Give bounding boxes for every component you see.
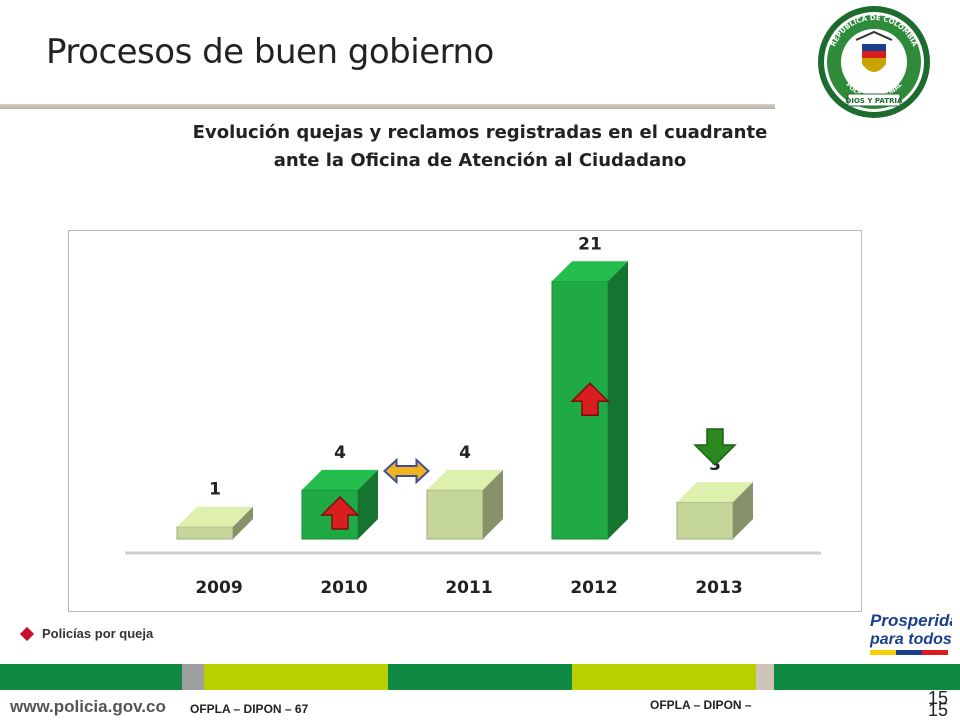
page-number-echo: 15 (928, 700, 949, 720)
chart-heading-line1: Evolución quejas y reclamos registradas … (192, 122, 768, 143)
footer-left-text: OFPLA – DIPON – 67 (190, 702, 309, 716)
bar-top-2009 (177, 506, 253, 527)
bar-top-2013 (677, 482, 753, 503)
bar-side-2013 (733, 482, 753, 539)
data-label-2012: 21 (578, 234, 602, 254)
footer-url[interactable]: www.policia.gov.co (10, 697, 166, 716)
page-number: 15 (928, 688, 949, 708)
brand-line2: para todos (869, 631, 952, 648)
tick-label-2012: 2012 (570, 578, 617, 598)
trend-equal-icon-2011 (383, 457, 430, 485)
trend-down-icon-2013 (693, 428, 737, 467)
data-label-2009: 1 (209, 480, 221, 500)
legend: Policías por queja (19, 626, 154, 641)
trend-up-icon-2010 (320, 495, 360, 530)
bar-side-2011 (483, 469, 503, 539)
tick-label-2011: 2011 (445, 578, 492, 598)
bar-side-2010 (358, 469, 378, 539)
seal-motto: DIOS Y PATRIA (846, 97, 903, 105)
bar-2011 (426, 489, 484, 540)
bar-top-2011 (427, 469, 503, 490)
bar-top-2010 (302, 469, 378, 490)
tick-label-2010: 2010 (320, 578, 367, 598)
title-rule (0, 104, 775, 109)
bar-side-2012 (608, 261, 628, 539)
prosperidad-logo: Prosperidad para todos (869, 611, 952, 655)
bar-top-2012 (552, 261, 628, 282)
bar-chart: 12009420104201121201232013 (125, 234, 821, 598)
trend-up-icon-2012 (570, 382, 610, 417)
brand-line1: Prosperidad (870, 611, 952, 630)
footer-center-text: OFPLA – DIPON – (650, 698, 752, 712)
bar-2013 (676, 501, 734, 540)
chart-frame: 12009420104201121201232013 (68, 230, 862, 612)
police-seal: REPÚBLICA DE COLOMBIA POLICÍA NACIONAL D… (818, 6, 930, 118)
data-label-2011: 4 (459, 443, 471, 463)
legend-label: Policías por queja (42, 626, 154, 641)
chart-heading-line2: ante la Oficina de Atención al Ciudadano (273, 150, 687, 171)
bar-side-2009 (233, 506, 253, 539)
bar-2012 (551, 280, 609, 540)
footer-color-bar (0, 664, 960, 690)
tick-label-2009: 2009 (195, 578, 242, 598)
data-label-2010: 4 (334, 443, 346, 463)
page-title: Procesos de buen gobierno (46, 32, 494, 72)
bar-2009 (176, 526, 234, 540)
legend-marker (19, 626, 35, 641)
tick-label-2013: 2013 (695, 578, 742, 598)
